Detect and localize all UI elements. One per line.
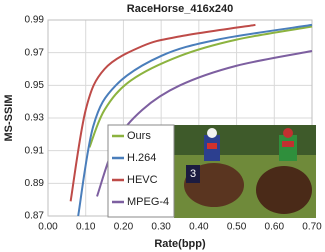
legend-label: H.264 [127,152,156,164]
inset-photo: 3 [174,125,316,218]
y-tick-label: 0.95 [25,80,45,91]
grid: 0.87 0.89 0.91 0.93 0.95 0.97 0.99 0.00 0.10 0.20… [25,15,323,233]
chart-title: RaceHorse_416x240 [127,3,233,15]
y-tick-label: 0.99 [25,15,45,26]
y-tick-label: 0.87 [25,211,45,222]
y-tick-label: 0.89 [25,178,45,189]
y-tick-label: 0.91 [25,145,45,156]
x-tick-label: 0.20 [114,222,134,233]
series-line [88,25,313,148]
x-axis-label: Rate(bpp) [154,238,206,250]
y-tick-label: 0.97 [25,47,45,58]
legend: Ours H.264 HEVC MPEG-4 [107,124,175,218]
x-tick-label: 0.00 [38,222,58,233]
x-tick-label: 0.50 [227,222,247,233]
x-tick-label: 0.70 [302,222,322,233]
y-axis-label: MS-SSIM [3,94,15,141]
x-tick-label: 0.30 [151,222,171,233]
legend-label: HEVC [127,174,158,186]
svg-text:3: 3 [190,168,196,180]
legend-label: Ours [127,130,151,142]
x-tick-label: 0.60 [265,222,285,233]
series-line [69,23,256,202]
x-tick-label: 0.40 [189,222,209,233]
x-tick-label: 0.10 [76,222,96,233]
legend-label: MPEG-4 [127,196,169,208]
series-line [77,23,313,217]
y-tick-label: 0.93 [25,113,45,124]
